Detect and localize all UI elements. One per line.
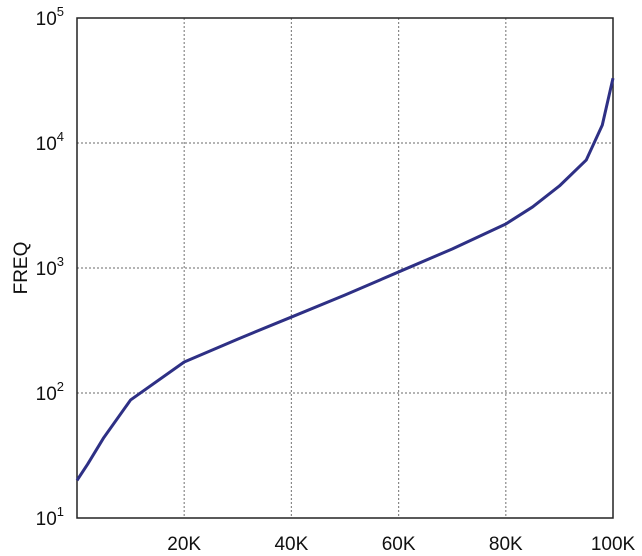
y-tick-label: 101 [36,504,64,530]
data-line [75,77,615,482]
y-tick-label: 102 [36,379,64,405]
y-tick-base: 10 [36,259,57,280]
y-tick-base: 10 [36,509,57,530]
y-tick-exponent: 1 [57,504,64,519]
y-tick-exponent: 3 [57,254,64,269]
y-tick-label: 104 [36,129,64,155]
y-tick-base: 10 [36,9,57,30]
y-tick-exponent: 2 [57,379,64,394]
x-tick-label: 80K [489,534,523,555]
y-tick-label: 103 [36,254,64,280]
plot-frame [76,17,614,519]
y-tick-exponent: 5 [57,4,64,19]
y-tick-base: 10 [36,384,57,405]
x-tick-label: 100K [591,534,636,555]
y-tick-base: 10 [36,134,57,155]
y-axis-label: FREQ [11,242,32,295]
x-tick-label: 40K [274,534,308,555]
y-tick-exponent: 4 [57,129,64,144]
x-tick-label: 20K [167,534,201,555]
y-tick-label: 105 [36,4,64,30]
x-tick-label: 60K [382,534,416,555]
